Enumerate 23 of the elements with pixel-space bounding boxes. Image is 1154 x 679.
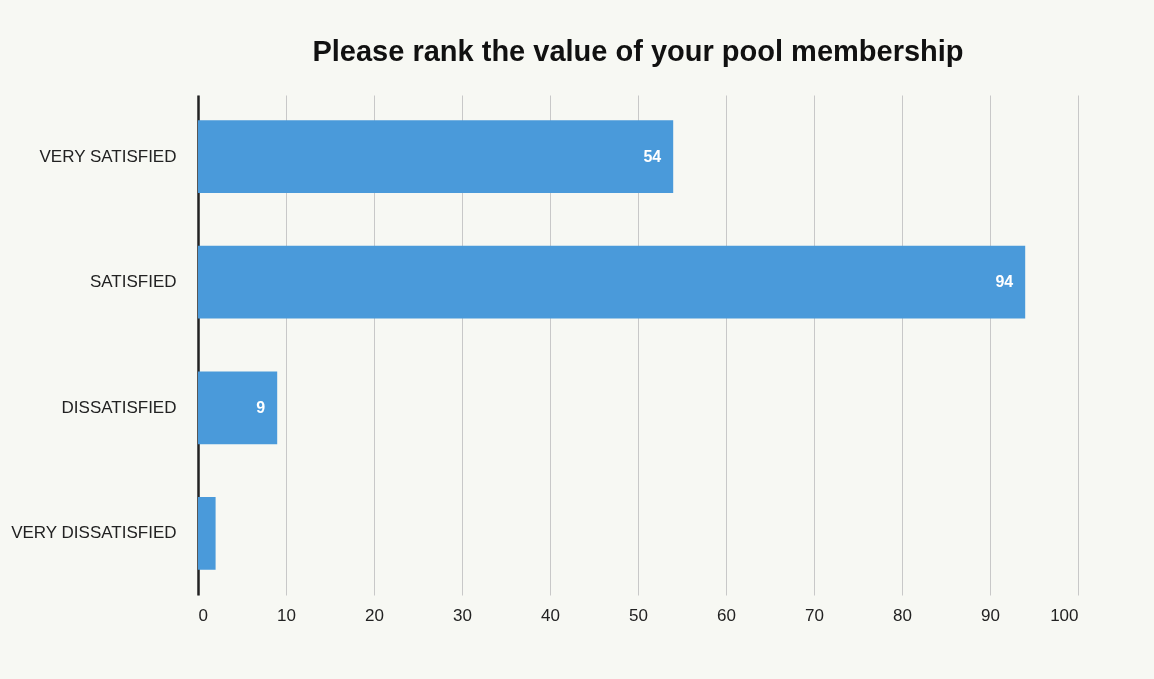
y-tick-label: DISSATISFIED — [61, 397, 177, 417]
x-tick-label: 0 — [198, 605, 208, 625]
chart-title: Please rank the value of your pool membership — [312, 35, 964, 67]
x-tick-label: 30 — [453, 605, 472, 625]
x-tick-label: 70 — [805, 605, 824, 625]
y-tick-label: SATISFIED — [89, 272, 177, 292]
data-label: 94 — [995, 273, 1014, 291]
x-tick-label: 60 — [717, 605, 736, 625]
bar — [198, 245, 1026, 319]
bar — [198, 120, 674, 193]
x-tick-label: 40 — [541, 605, 560, 625]
x-tick-label: 80 — [893, 605, 912, 625]
x-tick-label: 10 — [277, 605, 296, 625]
x-tick-label: 50 — [629, 605, 648, 625]
y-tick-label: VERY DISSATISFIED — [11, 523, 177, 543]
y-tick-label: VERY SATISFIED — [39, 146, 177, 166]
data-label: 54 — [643, 147, 662, 165]
x-tick-label: 20 — [365, 605, 384, 625]
data-label: 9 — [256, 398, 266, 416]
x-tick-label: 100 — [1050, 605, 1079, 625]
bar — [198, 371, 278, 445]
x-tick-label: 90 — [981, 605, 1000, 625]
bar — [198, 497, 216, 570]
